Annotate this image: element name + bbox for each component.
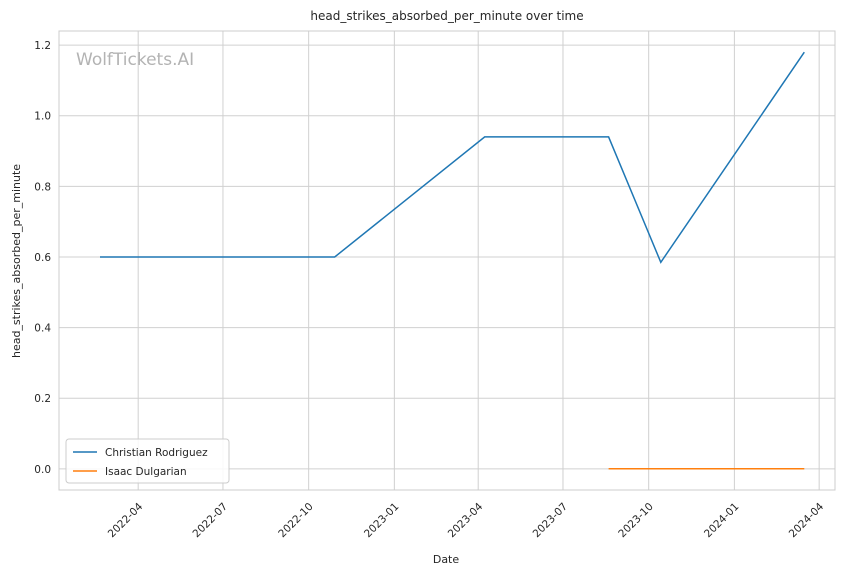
x-tick-label: 2023-10 — [616, 501, 656, 541]
x-axis-label: Date — [433, 553, 460, 566]
x-tick-label: 2023-04 — [446, 500, 486, 540]
plot-frame — [58, 30, 836, 491]
y-tick-label: 0.4 — [34, 323, 51, 335]
x-tick-label: 2022-04 — [106, 500, 146, 540]
series-lines — [100, 51, 805, 470]
legend: Christian Rodriguez Isaac Dulgarian — [65, 438, 230, 484]
chart-title: head_strikes_absorbed_per_minute over ti… — [310, 9, 583, 23]
x-tick-label: 2024-04 — [787, 500, 827, 540]
legend-box — [65, 438, 230, 484]
y-tick-label: 1.0 — [34, 111, 51, 123]
x-tick-label: 2023-01 — [362, 501, 402, 541]
x-tick-label: 2024-01 — [702, 501, 742, 541]
y-tick-label: 0.8 — [34, 181, 51, 193]
x-tick-label: 2022-07 — [191, 501, 231, 541]
x-axis-ticks: 2022-04 2022-07 2022-10 2023-01 2023-04 2023-… — [106, 500, 827, 540]
legend-label: Christian Rodriguez — [105, 447, 208, 459]
y-axis-label: head_strikes_absorbed_per_minute — [10, 164, 23, 358]
y-tick-label: 0.0 — [34, 464, 51, 476]
x-tick-label: 2022-10 — [276, 501, 316, 541]
y-tick-label: 1.2 — [34, 40, 51, 52]
gridlines — [59, 31, 835, 490]
series-line-1 — [100, 51, 805, 264]
watermark: WolfTickets.AI — [76, 50, 194, 70]
y-tick-label: 0.2 — [34, 393, 51, 405]
x-tick-label: 2023-07 — [531, 501, 571, 541]
y-tick-label: 0.6 — [34, 252, 51, 264]
legend-label: Isaac Dulgarian — [105, 466, 187, 478]
y-axis-ticks: 0.0 0.2 0.4 0.6 0.8 1.0 1.2 — [34, 40, 51, 476]
